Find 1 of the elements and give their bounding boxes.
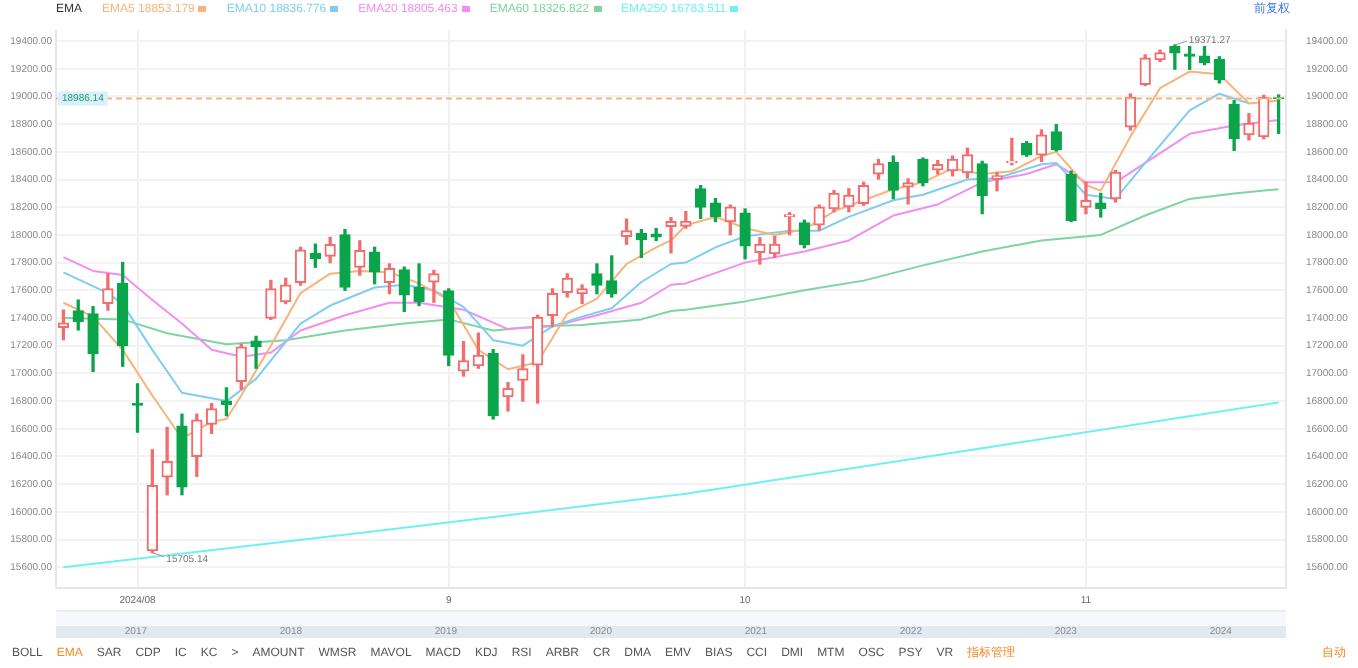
candlestick (250, 335, 262, 369)
